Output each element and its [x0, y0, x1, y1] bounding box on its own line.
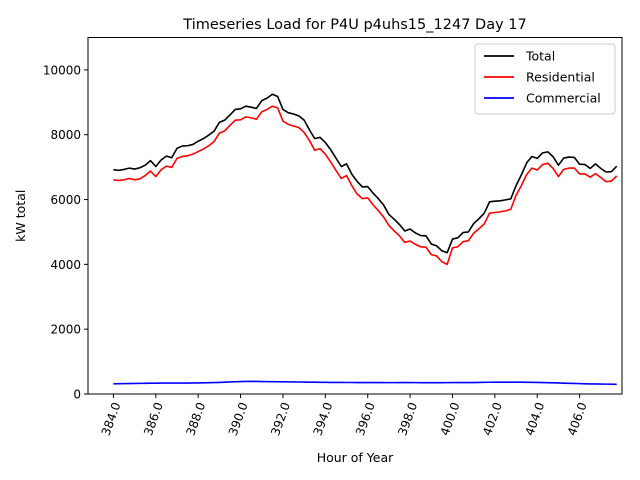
x-tick-label: 406.0 [565, 400, 590, 437]
x-axis-label: Hour of Year [317, 450, 394, 465]
plot-frame [87, 37, 623, 395]
x-tick-label: 390.0 [226, 400, 251, 437]
y-tick-label: 8000 [50, 128, 81, 142]
series-layer [113, 93, 618, 386]
x-tick-label: 398.0 [395, 400, 420, 437]
x-tick-label: 388.0 [183, 400, 208, 437]
legend: Total Residential Commercial [474, 43, 616, 115]
y-axis: 0 2000 4000 6000 8000 10000 [43, 63, 88, 402]
x-tick-label: 392.0 [268, 400, 293, 437]
x-tick-label: 384.0 [99, 400, 124, 437]
y-axis-label: kW total [13, 190, 28, 242]
legend-label-commercial: Commercial [526, 91, 601, 106]
legend-label-residential: Residential [526, 70, 595, 85]
y-tick-label: 6000 [50, 193, 81, 207]
y-tick-label: 10000 [43, 63, 81, 77]
x-tick-label: 396.0 [353, 400, 378, 437]
legend-label-total: Total [525, 49, 555, 64]
x-tick-label: 386.0 [141, 400, 166, 437]
legend-box [474, 43, 616, 115]
series-line-commercial [113, 380, 617, 386]
x-tick-label: 400.0 [438, 400, 463, 437]
y-tick-label: 0 [73, 388, 81, 402]
series-line-residential [113, 105, 618, 266]
chart-title: Timeseries Load for P4U p4uhs15_1247 Day… [182, 17, 526, 33]
x-axis: 384.0 386.0 388.0 390.0 392.0 394.0 396.0 398.0… [99, 394, 590, 438]
series-line-total [113, 93, 618, 254]
x-tick-label: 402.0 [480, 400, 505, 437]
x-tick-label: 404.0 [522, 400, 547, 437]
y-tick-label: 2000 [50, 323, 81, 337]
x-tick-label: 394.0 [311, 400, 336, 437]
y-tick-label: 4000 [50, 258, 81, 272]
